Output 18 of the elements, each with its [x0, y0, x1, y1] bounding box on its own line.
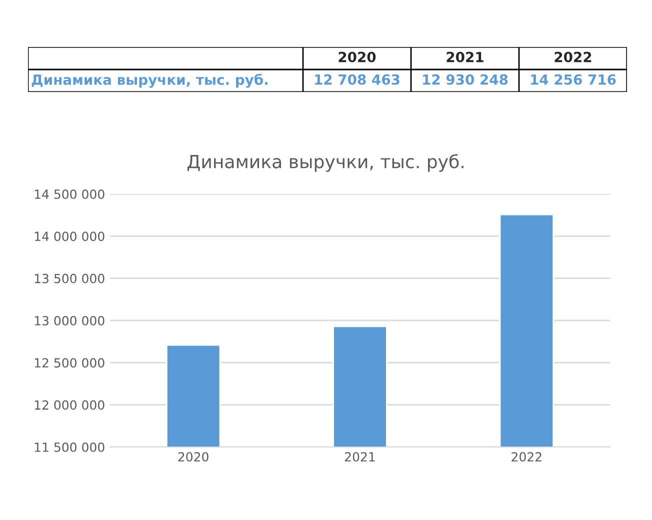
text: 12 930 248 [423, 74, 508, 85]
y-tick-label: 14 500 000 [34, 189, 104, 199]
y-tick-label: 13 500 000 [34, 274, 104, 284]
category-label: 2021 [446, 52, 484, 62]
category-label: 2022 [554, 52, 592, 62]
y-tick-label: 12 000 000 [34, 400, 104, 410]
category-label: 2020 [338, 52, 376, 62]
y-tick-label: 11 500 000 [34, 442, 104, 452]
x-tick-label: 2022 [512, 452, 542, 462]
chart-title: Динамика выручки, тыс. руб. [187, 154, 464, 172]
x-tick-label: 2021 [345, 452, 375, 462]
text: Динамика выручки, тыс. руб. [32, 74, 268, 88]
y-tick-label: 13 000 000 [34, 316, 104, 326]
text: 14 256 716 [531, 74, 616, 85]
y-tick-label: 14 000 000 [34, 232, 104, 242]
y-tick-label: 12 500 000 [34, 358, 104, 368]
text: 12 708 463 [315, 74, 400, 85]
x-tick-label: 2020 [178, 452, 208, 462]
